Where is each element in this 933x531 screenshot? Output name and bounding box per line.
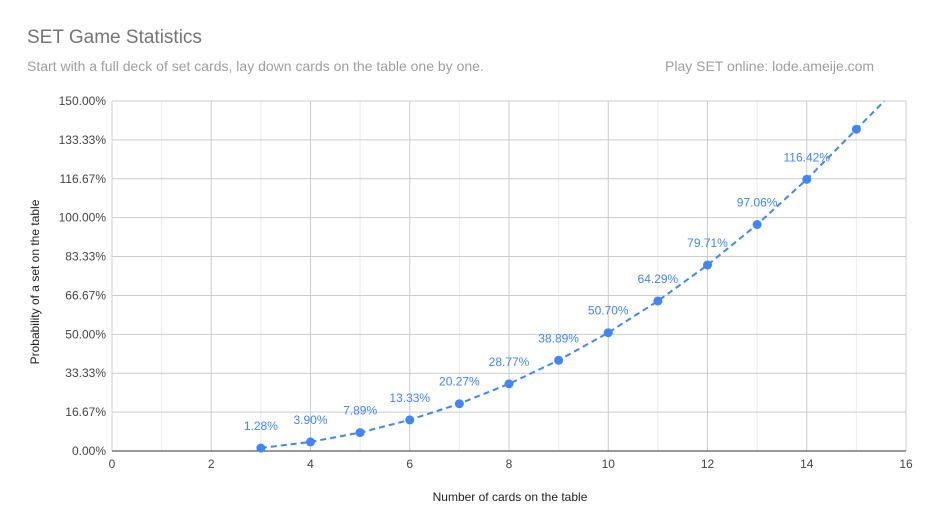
x-tick-label: 4 <box>307 457 314 471</box>
x-ticks: 0 2 4 6 8 10 12 14 16 <box>109 457 913 471</box>
x-tick-label: 10 <box>602 457 616 471</box>
y-ticks: 0.00% 16.67% 33.33% 50.00% 66.67% 83.33% 100.0… <box>59 94 107 458</box>
data-points <box>256 124 861 453</box>
data-point <box>554 355 564 365</box>
y-tick-label: 0.00% <box>72 444 106 458</box>
data-label: 64.29% <box>638 272 679 286</box>
y-tick-label: 150.00% <box>59 94 107 108</box>
data-point <box>603 328 613 338</box>
data-point <box>752 220 762 230</box>
data-point <box>504 379 514 389</box>
x-tick-label: 16 <box>899 457 913 471</box>
data-label: 38.89% <box>538 331 579 345</box>
data-point <box>306 437 315 447</box>
data-labels: 1.28% 3.90% 7.89% 13.33% 20.27% 28.77% 38.89% 5… <box>244 150 830 433</box>
grid <box>111 100 907 452</box>
y-tick-label: 50.00% <box>65 327 106 341</box>
y-tick-label: 33.33% <box>65 366 106 380</box>
data-label: 116.42% <box>784 150 831 164</box>
data-label: 97.06% <box>737 196 778 210</box>
x-axis-title: Number of cards on the table <box>433 490 588 504</box>
y-tick-label: 66.67% <box>65 288 106 302</box>
y-axis-title: Probability of a set on the table <box>28 199 42 364</box>
data-label: 7.89% <box>343 404 377 418</box>
y-tick-label: 116.67% <box>60 172 107 186</box>
x-tick-label: 8 <box>506 457 513 471</box>
data-point <box>454 399 464 409</box>
x-tick-label: 2 <box>208 457 215 471</box>
data-point <box>703 260 712 270</box>
x-tick-label: 0 <box>109 457 116 471</box>
y-tick-label: 16.67% <box>65 405 106 419</box>
data-label: 1.28% <box>244 419 278 433</box>
data-point <box>405 415 415 425</box>
y-tick-label: 100.00% <box>59 211 107 225</box>
y-tick-label: 133.33% <box>59 133 107 147</box>
data-point <box>802 174 812 184</box>
data-point <box>256 443 266 453</box>
data-point <box>355 428 365 438</box>
x-tick-label: 14 <box>800 457 814 471</box>
data-point <box>851 124 861 134</box>
chart-subtitle: Start with a full deck of set cards, lay… <box>27 58 484 74</box>
data-point <box>653 296 663 306</box>
data-label: 50.70% <box>588 304 629 318</box>
trend-line <box>260 100 886 450</box>
data-label: 3.90% <box>293 413 327 427</box>
chart-link-text: Play SET online: lode.ameije.com <box>665 58 875 74</box>
data-label: 79.71% <box>687 236 728 250</box>
chart-title: SET Game Statistics <box>27 27 202 48</box>
y-tick-label: 83.33% <box>65 250 106 264</box>
x-tick-label: 6 <box>406 457 413 471</box>
x-tick-label: 12 <box>701 457 715 471</box>
data-label: 28.77% <box>489 355 530 369</box>
data-label: 20.27% <box>439 375 480 389</box>
data-label: 13.33% <box>389 391 430 405</box>
